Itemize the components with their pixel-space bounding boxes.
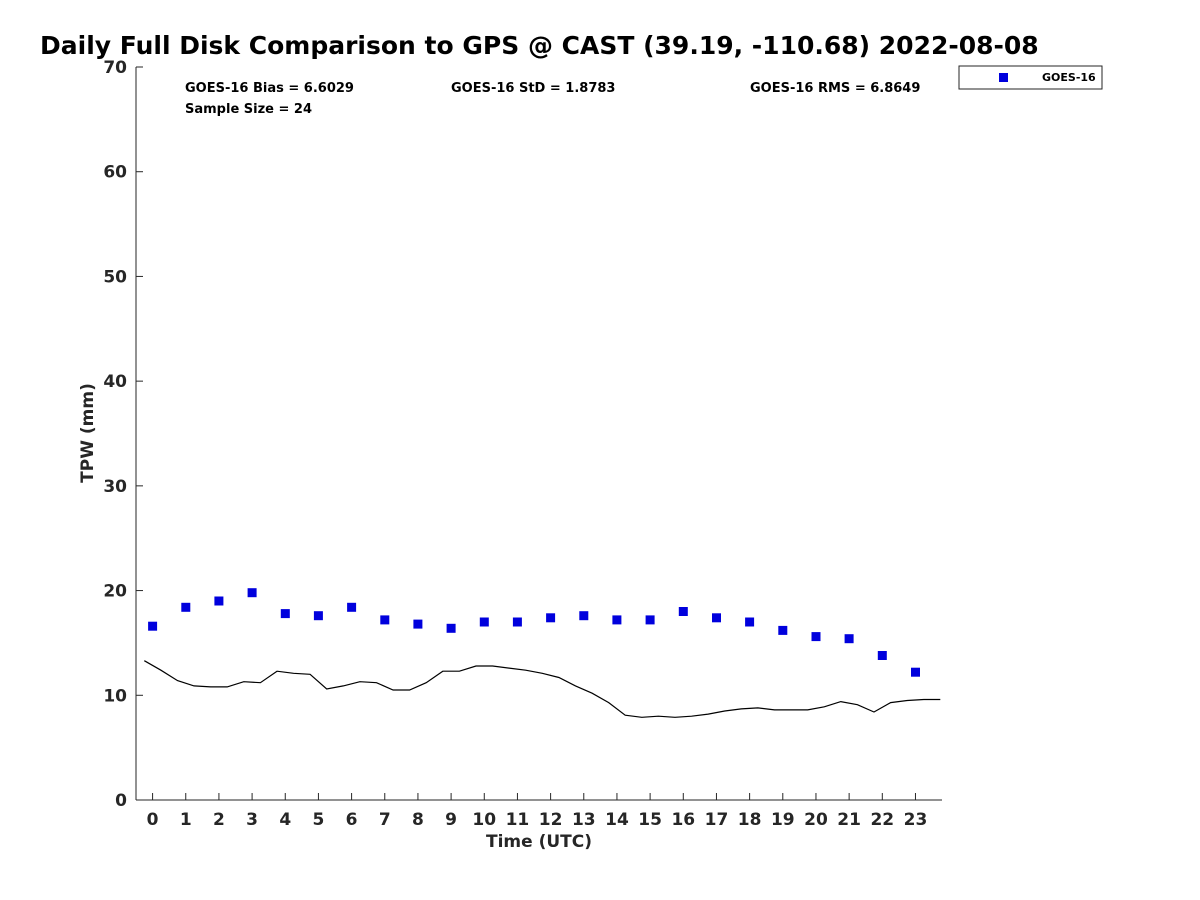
- goes16-point: [148, 621, 158, 631]
- chart-title: Daily Full Disk Comparison to GPS @ CAST…: [40, 31, 1039, 60]
- goes16-point: [745, 617, 755, 627]
- legend-marker: [999, 73, 1008, 82]
- x-tick-label: 13: [572, 810, 596, 830]
- goes16-point: [181, 602, 191, 612]
- x-tick-label: 22: [870, 810, 894, 830]
- goes16-point: [446, 623, 456, 633]
- x-tick-label: 14: [605, 810, 629, 830]
- sample-size-stat: Sample Size = 24: [185, 102, 312, 117]
- x-tick-label: 0: [147, 810, 159, 830]
- goes16-point: [413, 619, 423, 629]
- x-tick-label: 1: [180, 810, 192, 830]
- x-axis-label: Time (UTC): [486, 832, 592, 852]
- goes16-point: [911, 667, 920, 677]
- x-tick-label: 8: [412, 810, 424, 830]
- goes16-point: [479, 617, 489, 627]
- x-tick-label: 15: [638, 810, 662, 830]
- goes16-point: [579, 611, 589, 621]
- legend-label: GOES-16: [1042, 71, 1096, 84]
- goes16-point: [512, 617, 522, 627]
- x-tick-label: 23: [904, 810, 928, 830]
- goes16-point: [380, 615, 390, 625]
- x-tick-label: 20: [804, 810, 828, 830]
- goes16-point: [645, 615, 655, 625]
- y-tick-label: 70: [103, 58, 127, 78]
- y-axis-label: TPW (mm): [78, 383, 98, 483]
- x-tick-label: 10: [472, 810, 496, 830]
- y-tick-label: 10: [103, 686, 127, 706]
- y-tick-label: 50: [103, 267, 127, 287]
- goes16-marker-layer: [148, 588, 920, 677]
- goes16-point: [844, 634, 854, 644]
- x-tick-label: 7: [379, 810, 391, 830]
- x-tick-label: 3: [246, 810, 258, 830]
- y-tick-label: 20: [103, 582, 127, 602]
- x-tick-label: 17: [705, 810, 729, 830]
- x-tick-label: 16: [671, 810, 695, 830]
- goes16-point: [313, 611, 323, 621]
- y-tick-label: 0: [115, 791, 127, 811]
- legend: GOES-16: [958, 65, 1103, 90]
- goes16-point: [546, 613, 556, 623]
- x-axis-ticks: 0 1 2 3 4 5 6 7 8 9 10 11 12 13 14 15 16 17 18 19 20 21 22 23: [147, 793, 928, 830]
- goes16-point: [347, 602, 357, 612]
- goes16-point: [247, 588, 257, 598]
- goes16-point: [877, 651, 887, 660]
- goes16-point: [778, 625, 788, 635]
- x-tick-label: 11: [506, 810, 530, 830]
- goes16-point: [214, 596, 224, 606]
- x-tick-label: 6: [346, 810, 358, 830]
- goes16-point: [612, 615, 622, 625]
- plot-area: [136, 67, 942, 800]
- x-tick-label: 2: [213, 810, 225, 830]
- y-tick-label: 30: [103, 477, 127, 497]
- legend-box: [958, 65, 1103, 90]
- goes16-point: [280, 609, 290, 619]
- gps-tpw-line: [144, 660, 941, 718]
- goes16-point: [678, 607, 688, 616]
- x-tick-label: 9: [445, 810, 457, 830]
- rms-stat: GOES-16 RMS = 6.8649: [750, 81, 920, 96]
- goes16-point: [712, 613, 721, 623]
- x-tick-label: 12: [539, 810, 563, 830]
- x-tick-label: 5: [313, 810, 325, 830]
- y-axis-ticks: 0 10 20 30 40 50 60 70: [103, 58, 143, 811]
- x-tick-label: 18: [738, 810, 762, 830]
- goes16-point: [811, 632, 821, 642]
- x-tick-label: 19: [771, 810, 795, 830]
- y-tick-label: 60: [103, 163, 127, 183]
- y-tick-label: 40: [103, 372, 127, 392]
- bias-stat: GOES-16 Bias = 6.6029: [185, 81, 354, 96]
- x-tick-label: 21: [837, 810, 861, 830]
- x-tick-label: 4: [279, 810, 291, 830]
- std-stat: GOES-16 StD = 1.8783: [451, 81, 615, 96]
- gps-line-layer: [144, 660, 941, 718]
